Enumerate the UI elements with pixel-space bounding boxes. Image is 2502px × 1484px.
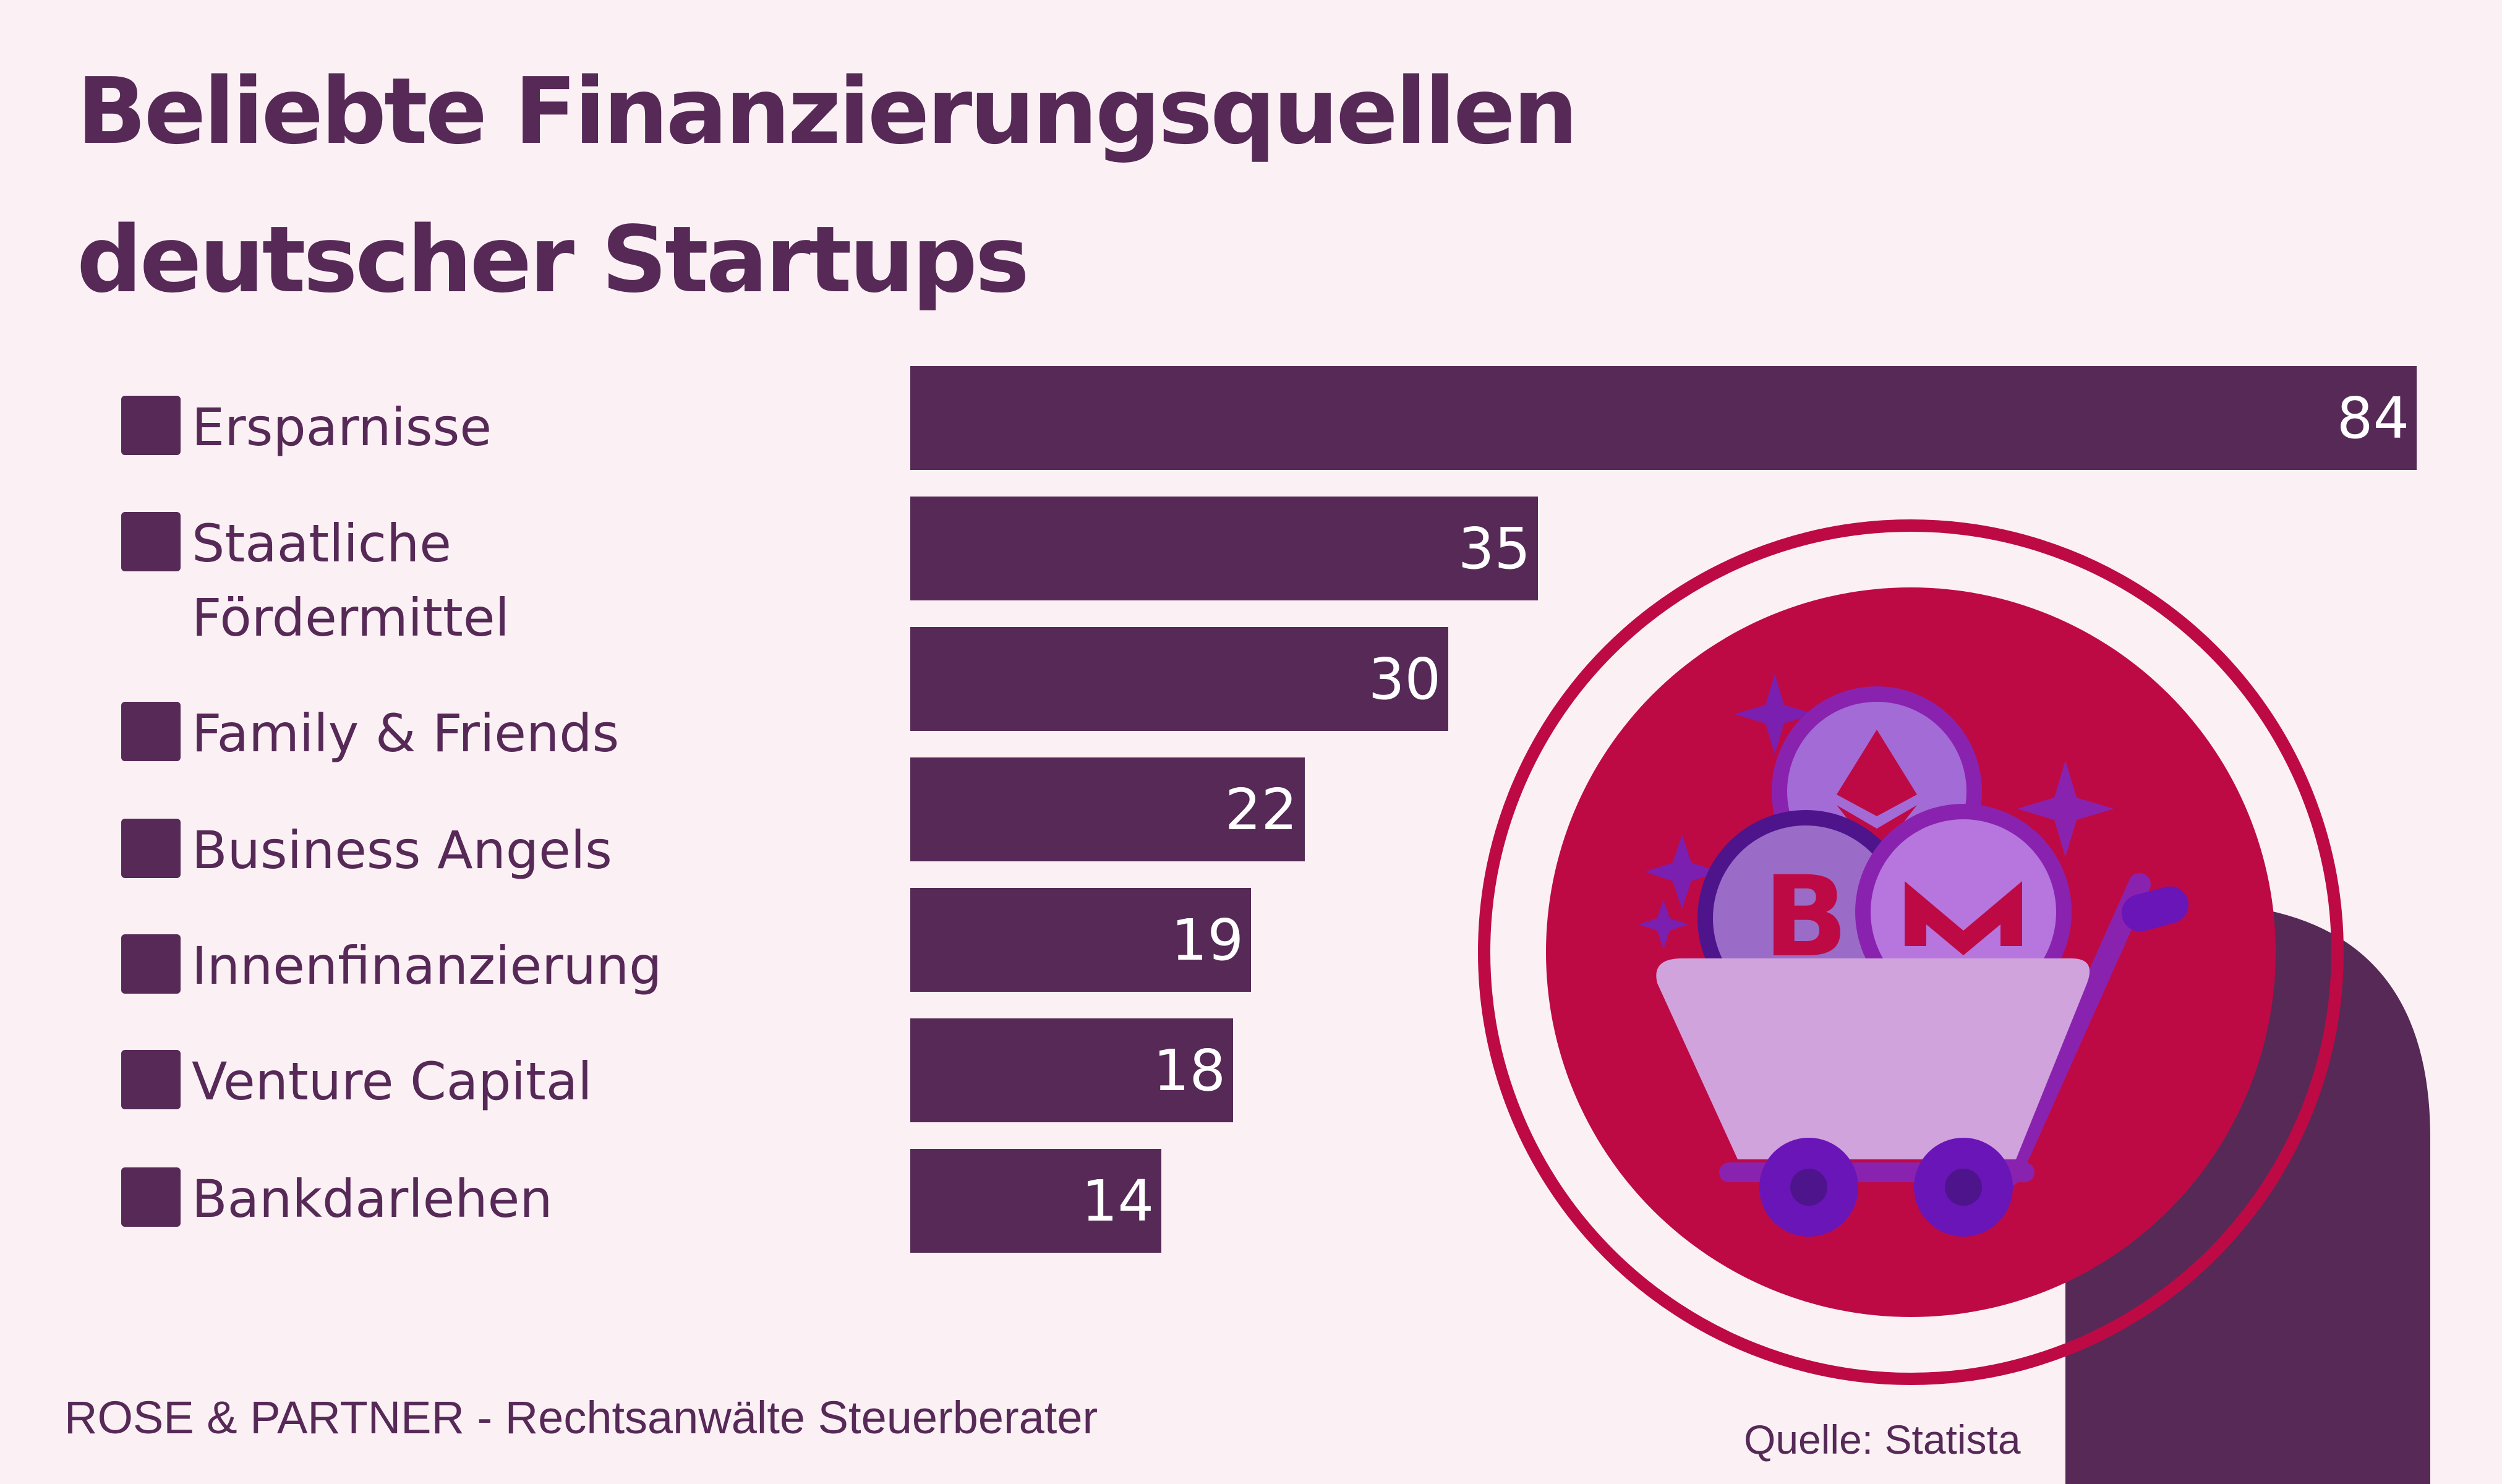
- category-label: Venture Capital: [192, 1051, 592, 1112]
- category-label: Family & Friends: [192, 703, 619, 764]
- bar-0: [910, 366, 2417, 470]
- bar-1: [910, 497, 1538, 600]
- sparkle-icon: [1645, 835, 1719, 909]
- title-line-2: deutscher Startups: [77, 207, 1030, 313]
- category-marker: [121, 702, 181, 761]
- category-label: Business Angels: [192, 820, 612, 881]
- outer-ring: [1478, 519, 2344, 1385]
- category-label: Staatliche: [192, 513, 451, 574]
- bar-3: [910, 757, 1305, 861]
- bar-4: [910, 888, 1251, 992]
- cart-handle: [1999, 873, 2151, 1186]
- category-marker: [121, 396, 181, 455]
- category-marker: [121, 1167, 181, 1227]
- cart-grip: [2121, 886, 2189, 932]
- bar-value-label: 22: [1225, 777, 1297, 843]
- category-label: Ersparnisse: [192, 397, 492, 458]
- category-marker: [121, 1050, 181, 1109]
- category-label: Innenfinanzierung: [192, 936, 662, 996]
- bar-6: [910, 1149, 1161, 1253]
- sparkle-icon: [1639, 900, 1688, 949]
- bar-5: [910, 1018, 1233, 1122]
- bar-value-label: 18: [1153, 1038, 1226, 1104]
- sparkle-icon: [2017, 761, 2114, 857]
- title-line-1: Beliebte Finanzierungsquellen: [77, 58, 1578, 164]
- category-marker: [121, 934, 181, 994]
- source-note: Quelle: Statista: [1744, 1417, 2021, 1462]
- bar-value-label: 84: [2337, 385, 2409, 451]
- category-label: Fördermittel: [192, 587, 510, 648]
- bar-value-label: 35: [1458, 516, 1531, 582]
- footer-credit: ROSE & PARTNER - Rechtsanwälte Steuerber…: [64, 1392, 1098, 1443]
- cart-wheel-right: [1914, 1138, 2013, 1237]
- sparkle-icon: [1735, 674, 1815, 754]
- category-label: Bankdarlehen: [192, 1169, 553, 1229]
- category-marker: [121, 512, 181, 571]
- category-marker: [121, 819, 181, 878]
- bar-value-label: 30: [1368, 646, 1441, 712]
- cart-wheel-left: [1759, 1138, 1858, 1237]
- shopping-cart-icon: [1656, 958, 2090, 1159]
- page-title: Beliebte Finanzierungsquellen deutscher …: [77, 37, 1623, 334]
- crypto-cart-illustration: B: [1478, 519, 2430, 1484]
- bar-value-label: 19: [1171, 907, 1244, 973]
- bar-2: [910, 627, 1448, 731]
- bar-value-label: 14: [1082, 1168, 1154, 1234]
